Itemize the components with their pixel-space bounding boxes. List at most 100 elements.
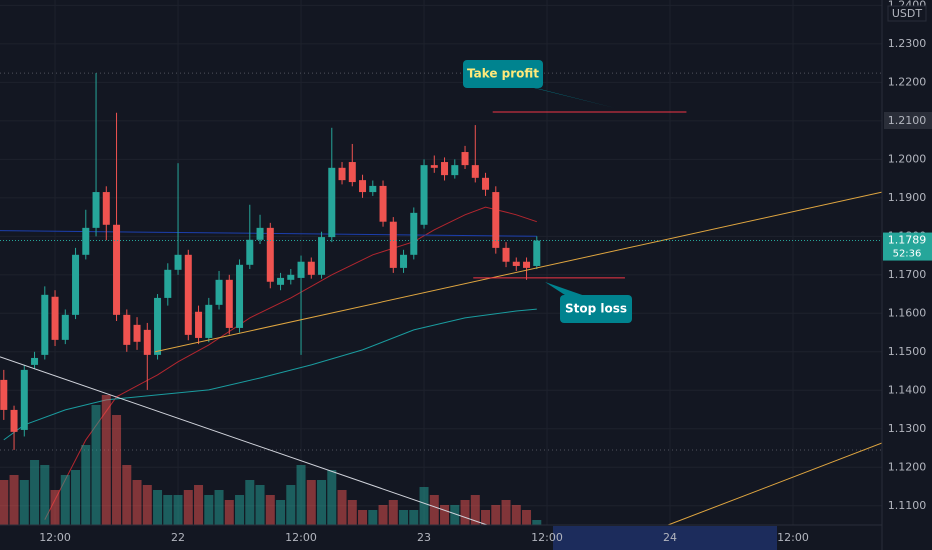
volume-bar [388, 500, 398, 525]
candle-body [430, 165, 438, 168]
candle-body [0, 379, 8, 410]
candle-body [236, 264, 244, 328]
volume-bar [440, 505, 450, 525]
candle-body [154, 297, 162, 355]
candle-body [389, 221, 397, 268]
candle-body [143, 329, 151, 355]
candle-body [41, 294, 49, 355]
y-tick-label: 1.2200 [888, 75, 927, 88]
time-range-highlight [553, 526, 777, 550]
volume-bar [153, 490, 163, 525]
candle-body [502, 247, 510, 262]
volume-bar [522, 510, 532, 525]
volume-bar [317, 480, 327, 525]
volume-bar [358, 510, 368, 525]
candle-body [471, 165, 479, 178]
candle-body [184, 254, 192, 335]
candle-body [133, 324, 141, 342]
x-tick-label: 22 [171, 531, 185, 544]
candle-body [164, 269, 172, 298]
candle-body [359, 180, 367, 193]
price-highlight [884, 112, 932, 129]
callout-pointer [520, 84, 615, 108]
take-profit-callout: Take profit [463, 60, 615, 108]
stop-loss-callout: Stop loss [545, 282, 632, 323]
volume-bar [429, 495, 439, 525]
volume-bar [30, 460, 40, 525]
plot-area [0, 0, 882, 525]
currency-box [887, 5, 927, 22]
trend-line [154, 191, 882, 353]
candle-body [307, 261, 315, 275]
volume-bar [81, 445, 91, 525]
candle-body [10, 409, 18, 432]
volume-bar [265, 495, 275, 525]
candle-body [123, 314, 131, 345]
callout-text: Take profit [467, 67, 539, 81]
volume-bar [163, 495, 173, 525]
volume-bar [142, 485, 152, 525]
candle-body [205, 304, 213, 338]
y-tick-label: 1.1700 [888, 268, 927, 281]
candle-body [420, 165, 428, 225]
callout-box [463, 60, 543, 88]
x-tick-label: 12:00 [39, 531, 71, 544]
volume-bar [204, 495, 214, 525]
y-tick-label: 1.2000 [888, 152, 927, 165]
countdown: 52:36 [893, 249, 922, 260]
candle-body [338, 167, 346, 181]
candle-body [512, 261, 520, 266]
volume-bar [9, 475, 19, 525]
y-tick-label: 1.1500 [888, 345, 927, 358]
candle-body [369, 185, 377, 193]
y-tick-label: 1.1100 [888, 499, 927, 512]
last-price-box [883, 232, 932, 261]
y-tick-label: 1.1300 [888, 422, 927, 435]
y-tick-label: 1.1400 [888, 383, 927, 396]
candle-body [61, 314, 69, 340]
volume-bar [306, 480, 316, 525]
candle-body [379, 185, 387, 222]
candle-body [533, 240, 541, 266]
volume-bar [409, 510, 419, 525]
callout-pointer [545, 282, 588, 297]
trend-line [0, 356, 488, 525]
volume-bar [194, 485, 204, 525]
candle-body [246, 239, 254, 265]
candle-body [20, 369, 28, 430]
volume-bar [419, 487, 429, 525]
candle-body [195, 311, 203, 338]
volume-bar [40, 465, 50, 525]
volume-bar [255, 485, 265, 525]
candle-body [410, 212, 418, 255]
volume-bar [214, 490, 224, 525]
volume-bar [296, 465, 306, 525]
candle-body [492, 192, 500, 248]
y-tick-label: 1.1600 [888, 306, 927, 319]
trend-line [667, 442, 882, 525]
volume-bar [368, 510, 378, 525]
candle-body [225, 279, 233, 328]
candle-body [318, 237, 326, 275]
volume-bar [327, 470, 337, 525]
candle-body [51, 296, 59, 340]
volume-bar [122, 465, 132, 525]
volume-bar [481, 510, 491, 525]
volume-bar [470, 495, 480, 525]
volume-bar [112, 415, 122, 525]
volume-bar [276, 500, 286, 525]
volume-bar [460, 500, 470, 525]
y-tick-label: 1.2300 [888, 37, 927, 50]
moving-average [3, 308, 537, 441]
volume-bar [132, 480, 142, 525]
volume-bar [399, 510, 409, 525]
candle-body [102, 192, 110, 225]
y-tick-label: 1.2100 [888, 114, 927, 127]
volume-bar [183, 490, 193, 525]
candle-body [400, 254, 408, 268]
candle-body [461, 152, 469, 166]
candle-body [523, 261, 531, 268]
volume-bar [450, 505, 460, 525]
y-tick-label: 1.1200 [888, 460, 927, 473]
